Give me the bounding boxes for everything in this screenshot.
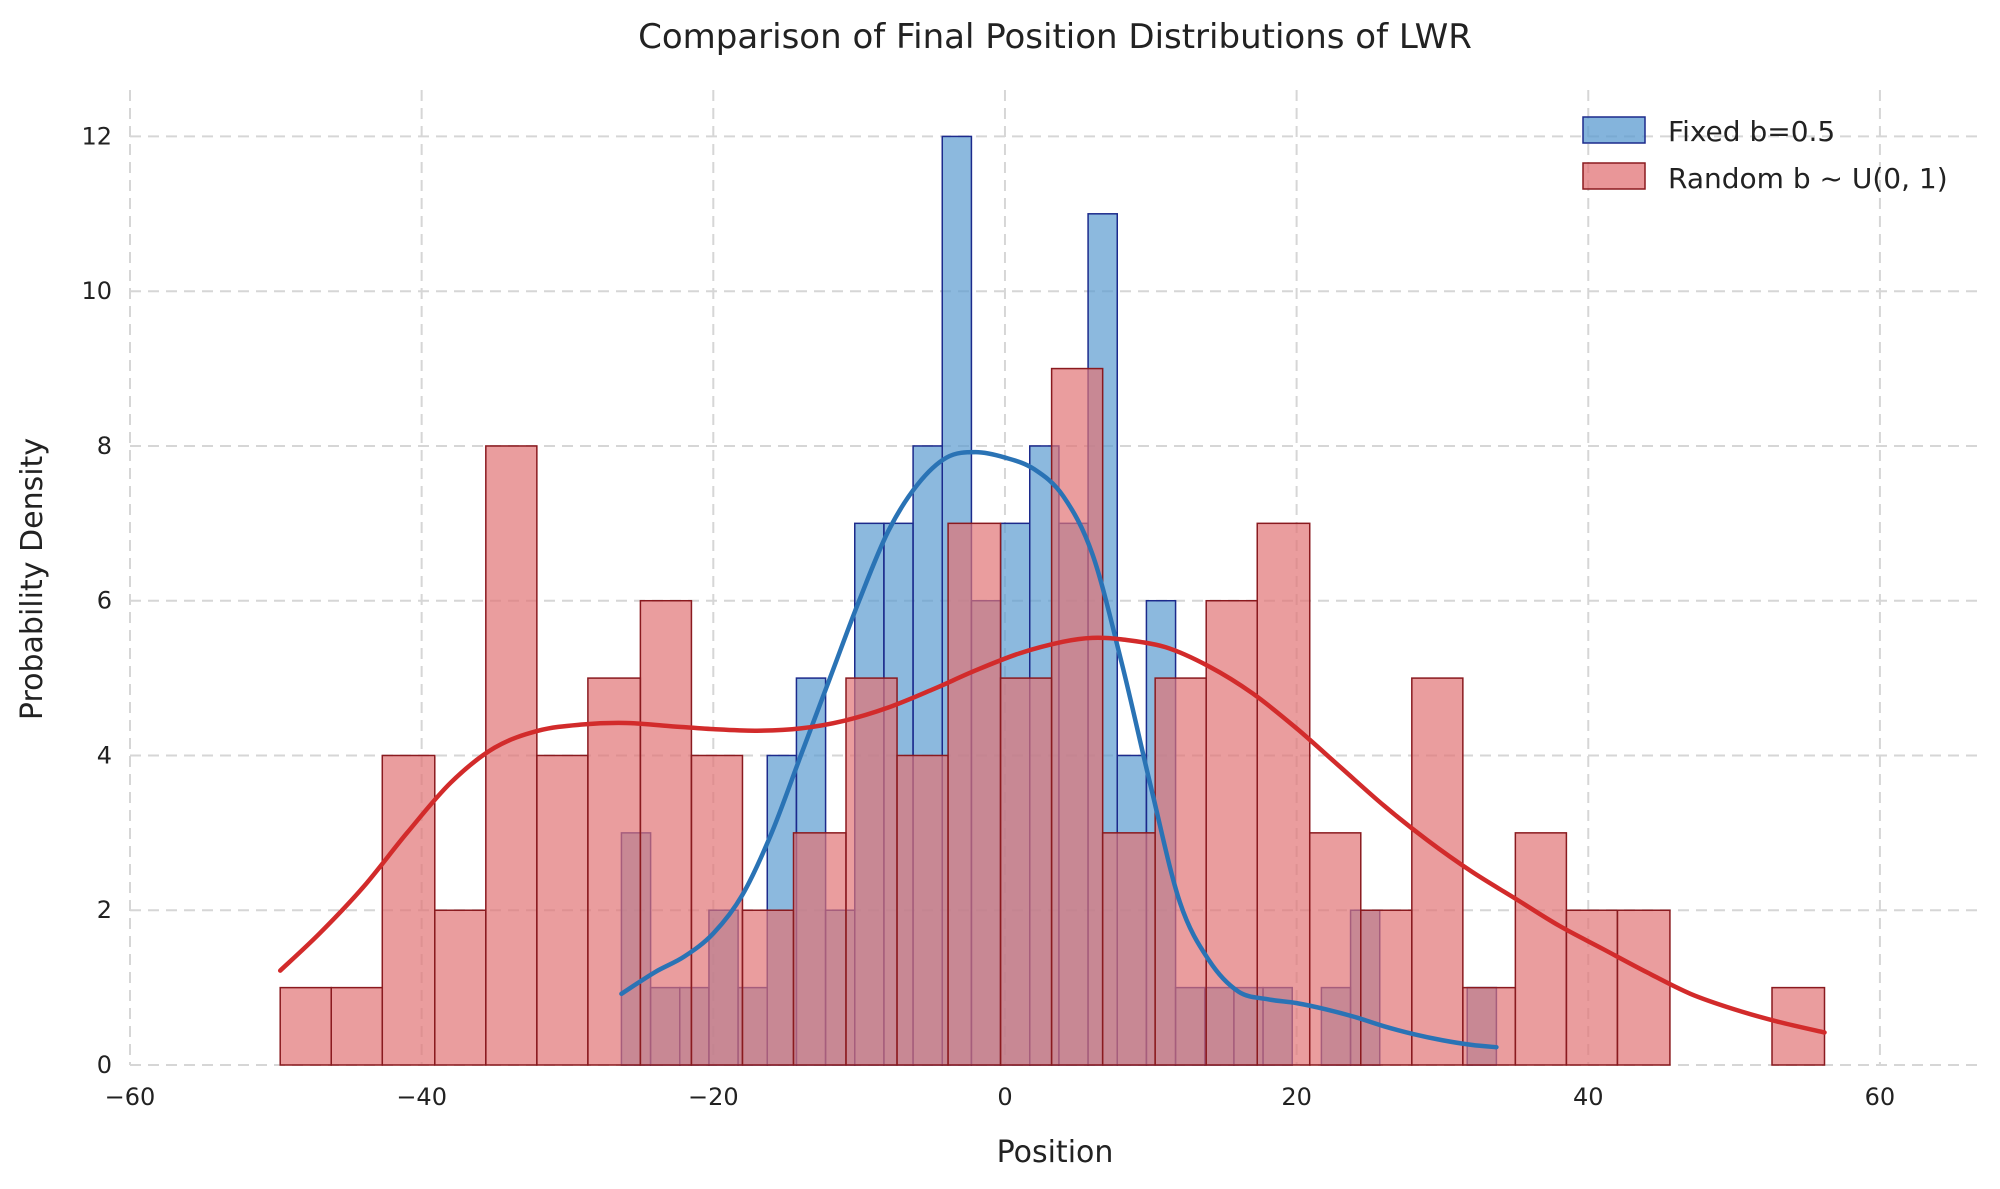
histogram-bar [639, 599, 693, 1066]
x-tick-label: 60 [1865, 1083, 1896, 1111]
y-tick-label: 10 [81, 277, 112, 305]
x-tick-label: −60 [105, 1083, 156, 1111]
legend-label-fixed: Fixed b=0.5 [1668, 115, 1835, 148]
x-tick-label: 20 [1281, 1083, 1312, 1111]
y-axis-label: Probability Density [15, 438, 50, 720]
histogram-bar [1256, 522, 1311, 1066]
x-axis-label: Position [997, 1135, 1114, 1170]
y-tick-label: 8 [97, 432, 112, 460]
histogram-bar [1101, 832, 1156, 1066]
histogram-bar [1616, 909, 1671, 1066]
histogram-bar [1308, 832, 1362, 1066]
histogram-bar [1514, 832, 1568, 1066]
axis-ticks: −60 −40 −20 0 20 40 60 0 2 4 6 8 10 12 [81, 122, 1895, 1111]
histogram-bar [947, 522, 1002, 1066]
kde-line-random [277, 635, 1827, 1035]
histogram-bar [1360, 909, 1413, 1066]
y-tick-label: 6 [97, 587, 112, 615]
histogram-bar [279, 986, 332, 1066]
x-tick-label: −20 [688, 1083, 739, 1111]
histogram-bar [1462, 986, 1517, 1066]
histogram-bar [1050, 367, 1104, 1066]
y-tick-label: 4 [97, 741, 112, 769]
histogram-bar [1411, 677, 1464, 1066]
chart-title: Comparison of Final Position Distributio… [638, 17, 1472, 57]
histogram-bar [330, 986, 384, 1066]
histogram-bar [896, 754, 949, 1066]
histogram-bar [999, 677, 1053, 1066]
y-tick-label: 0 [97, 1051, 112, 1079]
histogram-bar [741, 909, 795, 1066]
legend-label-random: Random b ~ U(0, 1) [1668, 162, 1948, 195]
y-tick-label: 12 [81, 122, 112, 150]
legend-swatch-random [1582, 162, 1646, 190]
histogram-bar [1771, 986, 1826, 1066]
histogram-bar [434, 909, 487, 1066]
histogram-bar [845, 677, 898, 1066]
legend: Fixed b=0.5 Random b ~ U(0, 1) [1582, 115, 1948, 195]
histogram-bar [485, 445, 538, 1066]
histogram-bar [792, 832, 847, 1066]
kde-line-fixed [619, 449, 1499, 1050]
legend-swatch-fixed [1582, 116, 1646, 144]
x-tick-label: 0 [997, 1083, 1012, 1111]
histogram-bar [536, 754, 589, 1066]
y-tick-label: 2 [97, 896, 112, 924]
x-tick-label: 40 [1573, 1083, 1604, 1111]
histogram-bar [587, 677, 642, 1066]
histogram-bar [381, 754, 436, 1066]
x-tick-label: −40 [396, 1083, 447, 1111]
histogram-bar [1154, 677, 1207, 1066]
kde-curves [277, 449, 1827, 1050]
random-series-bars [279, 367, 1826, 1066]
